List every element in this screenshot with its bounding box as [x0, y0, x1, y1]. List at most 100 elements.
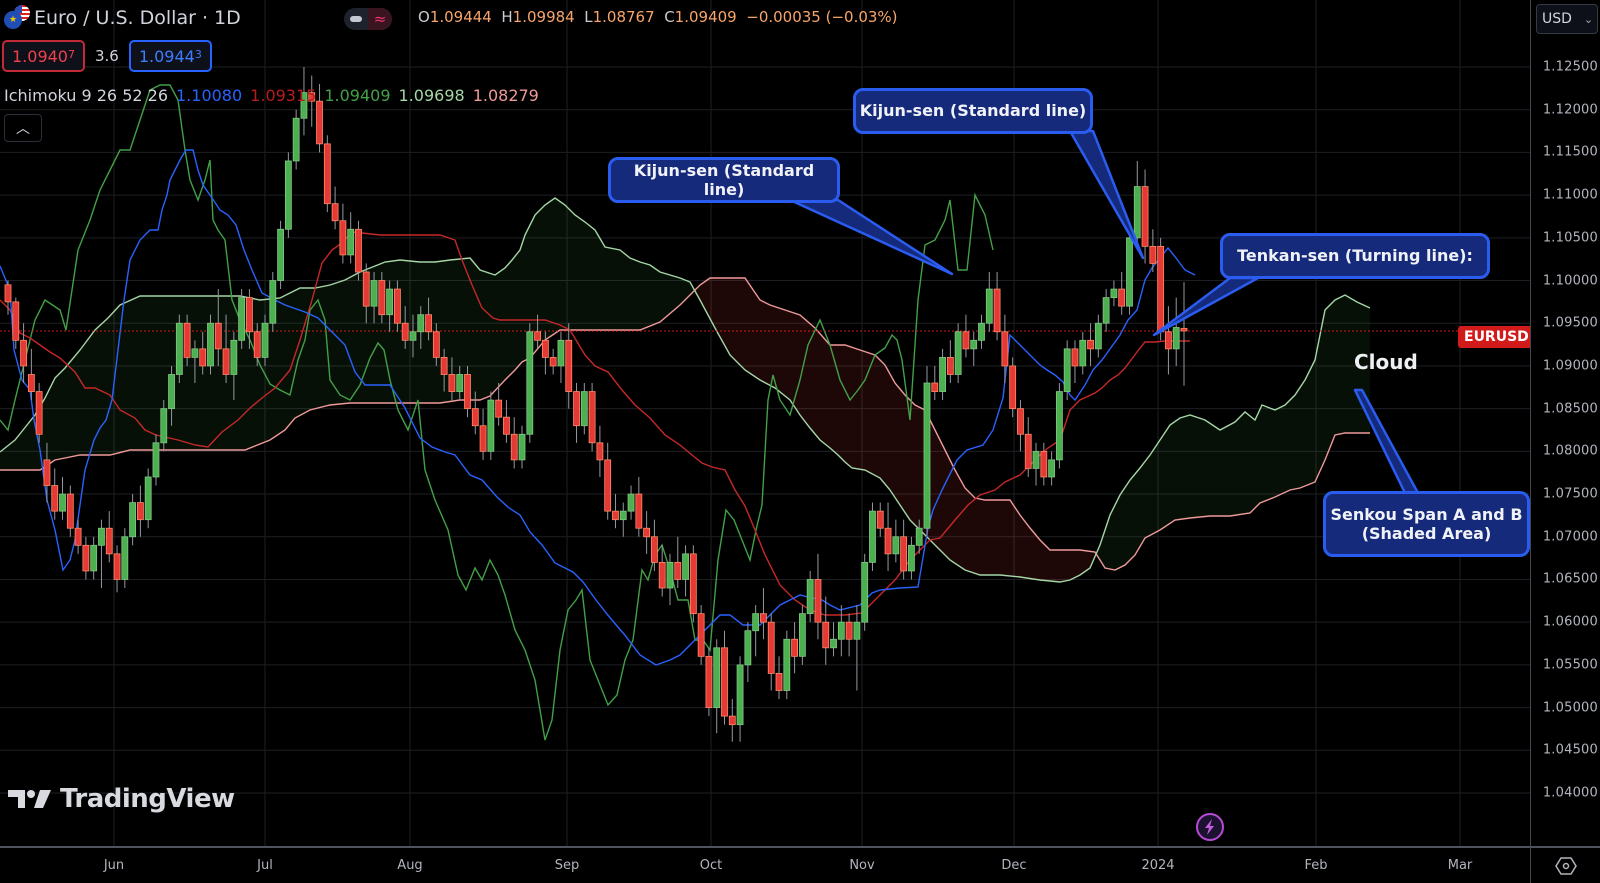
- candle: [27, 374, 35, 392]
- candle: [752, 613, 760, 632]
- candle: [59, 493, 66, 512]
- price-tick: 1.08000: [1542, 443, 1598, 459]
- candle: [487, 399, 495, 452]
- candle: [425, 314, 432, 333]
- symbol-legend: ★ Euro / U.S. Dollar · 1D: [4, 5, 241, 30]
- time-tick: Aug: [397, 858, 423, 873]
- visibility-toggle[interactable]: ≈: [344, 8, 392, 30]
- candle: [440, 357, 448, 375]
- indicator-value: 1.10080: [176, 86, 243, 105]
- indicator-legend[interactable]: Ichimoku 9 26 52 26 1.10080 1.09315 1.0940…: [4, 86, 539, 105]
- candle: [464, 374, 471, 410]
- candle: [1180, 327, 1188, 332]
- chikou-span-line: [0, 84, 994, 741]
- senkou-span-b-line: [0, 277, 1370, 571]
- candle: [417, 314, 425, 333]
- candle: [370, 280, 378, 307]
- candle: [222, 348, 230, 375]
- annotation-senkou[interactable]: Senkou Span A and B (Shaded Area): [1323, 491, 1530, 557]
- candle: [557, 339, 565, 367]
- candle: [1071, 348, 1079, 367]
- candle: [549, 357, 557, 367]
- candle: [238, 297, 246, 341]
- candle: [105, 527, 113, 555]
- candle: [471, 408, 479, 427]
- candle: [152, 442, 160, 478]
- candle: [121, 536, 129, 580]
- candle: [1126, 237, 1133, 307]
- tradingview-logo-icon: [8, 790, 51, 808]
- candle: [798, 613, 806, 657]
- candle: [627, 493, 635, 512]
- indicator-value: 1.09698: [398, 86, 465, 105]
- currency-select[interactable]: USD ⌄: [1536, 4, 1598, 34]
- sell-button[interactable]: 1.0940 7: [2, 40, 85, 72]
- symbol-title[interactable]: Euro / U.S. Dollar · 1D: [34, 7, 241, 29]
- candle: [1009, 365, 1017, 410]
- candle: [191, 348, 199, 358]
- annotation-cloud[interactable]: Cloud: [1354, 350, 1418, 374]
- candle: [541, 339, 549, 358]
- candle: [619, 510, 627, 521]
- lightning-icon[interactable]: [1196, 813, 1224, 841]
- candle: [448, 374, 456, 392]
- candle: [90, 544, 98, 572]
- candle: [1048, 459, 1056, 478]
- wave-icon[interactable]: ≈: [368, 8, 392, 30]
- candle: [277, 228, 284, 281]
- candle: [985, 288, 993, 324]
- candle: [721, 647, 728, 717]
- candle: [760, 613, 767, 623]
- candle: [456, 374, 464, 392]
- candle: [432, 331, 440, 358]
- candle: [113, 553, 121, 580]
- candle: [915, 527, 923, 546]
- tradingview-logo[interactable]: TradingView: [8, 784, 235, 814]
- chevron-up-icon: ︿: [16, 121, 30, 137]
- candle: [362, 271, 370, 307]
- candle: [806, 579, 814, 615]
- candle: [565, 339, 573, 392]
- candle: [1165, 331, 1172, 350]
- price-tick: 1.12500: [1542, 59, 1598, 75]
- price-axis[interactable]: 1.12500 1.12000 1.11500 1.11000 1.10500 1.100…: [1530, 0, 1600, 846]
- price-change: −0.00035 (−0.03%): [746, 8, 898, 26]
- candle: [954, 331, 962, 375]
- annotation-kijun-2[interactable]: Kijun-sen (Standard line): [853, 88, 1093, 134]
- collapse-legend-button[interactable]: ︿: [4, 114, 42, 142]
- ichimoku-cloud: [0, 198, 1370, 582]
- hide-icon[interactable]: [344, 8, 368, 30]
- candle: [767, 621, 775, 674]
- candle: [822, 621, 830, 649]
- chart-settings-button[interactable]: [1530, 846, 1600, 883]
- candle: [1024, 433, 1032, 469]
- candle: [861, 561, 869, 623]
- candle: [713, 647, 721, 708]
- candle: [331, 203, 339, 222]
- candle: [791, 638, 798, 657]
- candle: [1157, 245, 1165, 333]
- candle: [1094, 322, 1102, 350]
- price-tick: 1.10500: [1542, 230, 1598, 246]
- candle: [35, 391, 43, 435]
- candle: [160, 408, 168, 444]
- price-tick: 1.11500: [1542, 144, 1598, 160]
- time-axis[interactable]: Jun Jul Aug Sep Oct Nov Dec 2024 Feb Mar: [0, 846, 1530, 883]
- annotation-tenkan[interactable]: Tenkan-sen (Turning line):: [1220, 233, 1490, 279]
- annotation-kijun-1[interactable]: Kijun-sen (Standard line): [608, 157, 840, 203]
- time-tick: Dec: [1001, 858, 1027, 873]
- candle: [1001, 331, 1009, 367]
- candle: [682, 553, 689, 580]
- price-tick: 1.09000: [1542, 358, 1598, 374]
- candle: [518, 433, 526, 461]
- tenkan-sen-line: [0, 149, 1196, 666]
- candle: [175, 322, 183, 375]
- price-tick: 1.06500: [1542, 571, 1598, 587]
- candle: [604, 459, 612, 512]
- candle: [74, 527, 82, 546]
- price-tick: 1.11000: [1542, 187, 1598, 203]
- price-chart[interactable]: [0, 0, 1530, 846]
- ichimoku-lines: [0, 84, 1371, 741]
- candle: [853, 621, 861, 640]
- buy-button[interactable]: 1.0944 3: [128, 40, 212, 72]
